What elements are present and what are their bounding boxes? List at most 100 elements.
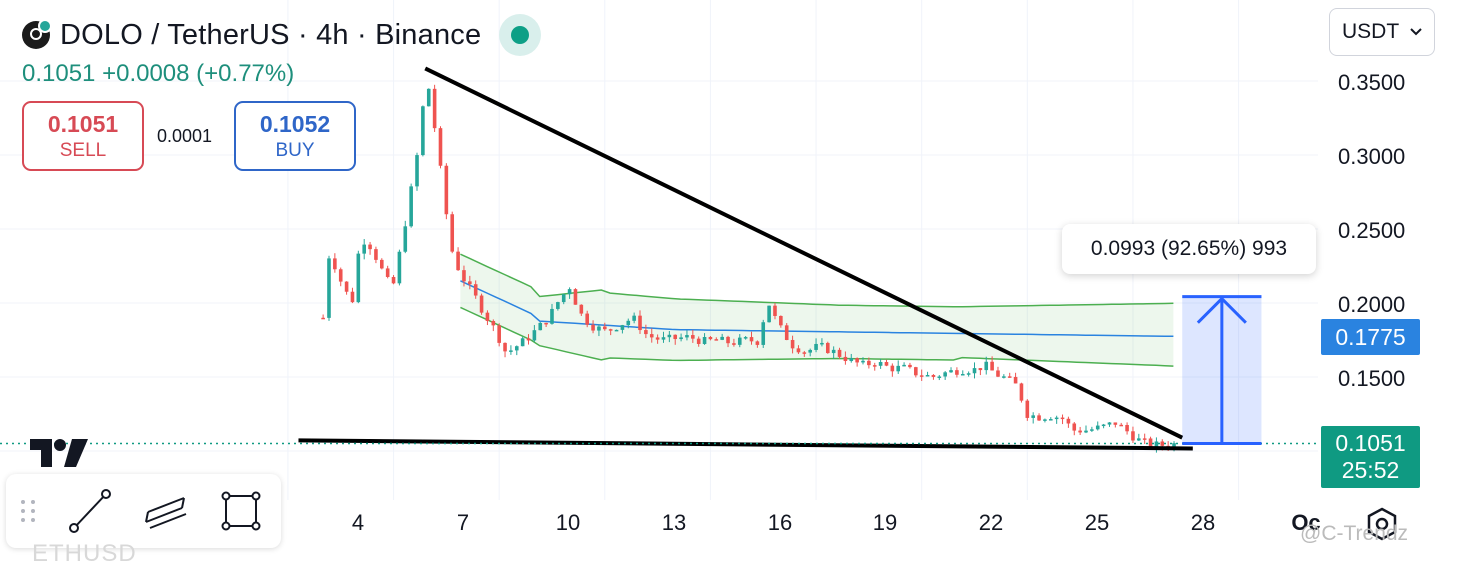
x-axis-label: 22 <box>978 510 1004 535</box>
currency-select[interactable]: USDT <box>1329 8 1435 56</box>
rectangle-tool-icon[interactable] <box>218 488 264 534</box>
candle-body <box>861 360 865 363</box>
candle-body <box>567 289 572 295</box>
drawing-layer[interactable] <box>0 66 1318 451</box>
candle-body <box>667 334 672 338</box>
x-axis-label: 19 <box>872 510 898 535</box>
moving-average-line <box>460 280 1174 338</box>
candle-body <box>1125 424 1129 432</box>
candle-body <box>726 336 730 344</box>
candle-body <box>914 367 918 376</box>
candle-body <box>908 364 912 368</box>
candle-body <box>943 372 947 377</box>
candle-body <box>673 334 678 340</box>
candle-body <box>1154 441 1159 448</box>
candle-body <box>1013 376 1018 384</box>
candle-body <box>855 358 859 363</box>
candle-body <box>884 362 889 366</box>
candle-body <box>356 253 361 303</box>
price-change: +0.0008 <box>102 60 190 87</box>
lower-trend-line <box>298 438 1193 451</box>
candle-body <box>403 226 408 252</box>
candle-body <box>1031 415 1035 418</box>
candle-body <box>761 322 766 345</box>
candle-body <box>1137 438 1141 441</box>
candle-body <box>503 342 507 352</box>
candle-body <box>1019 383 1024 401</box>
candle-body <box>462 270 466 282</box>
candle-body <box>626 320 631 326</box>
parallel-channel-icon[interactable] <box>142 488 188 534</box>
candle-body <box>638 315 642 331</box>
candle-body <box>661 337 666 340</box>
candle-body <box>849 358 854 362</box>
candle-body <box>896 365 901 372</box>
candle-body <box>579 304 584 314</box>
currency-value: USDT <box>1342 20 1400 43</box>
buy-button[interactable]: 0.1052 BUY <box>234 101 356 171</box>
sell-label: SELL <box>59 139 107 161</box>
candle-body <box>1025 400 1030 418</box>
candle-body <box>1084 430 1088 433</box>
candle-body <box>837 349 842 357</box>
trend-line-icon[interactable] <box>66 488 112 534</box>
last-price-tag: 0.1051 25:52 <box>1321 426 1420 488</box>
candle-body <box>544 322 548 325</box>
candle-body <box>327 258 331 318</box>
candle-body <box>808 349 812 353</box>
candle-body <box>708 337 713 340</box>
live-status-icon[interactable] <box>499 14 542 56</box>
candle-body <box>620 325 625 330</box>
candle-body <box>1119 424 1124 427</box>
candle-body <box>796 348 801 353</box>
candle-body <box>779 315 783 326</box>
candle-body <box>1048 419 1053 421</box>
candle-body <box>468 281 472 285</box>
buy-label: BUY <box>275 139 315 161</box>
y-axis-label: 0.2000 <box>1338 292 1406 317</box>
candle-body <box>456 251 460 271</box>
candle-body <box>520 338 525 347</box>
candle-body <box>720 336 724 340</box>
candle-body <box>773 305 777 316</box>
candle-body <box>450 214 455 252</box>
candle-body <box>714 339 719 341</box>
candle-body <box>644 330 648 335</box>
moving-average-price-tag: 0.1775 <box>1321 319 1420 355</box>
x-axis-label: 10 <box>555 510 581 535</box>
y-axis-label: 0.3500 <box>1338 70 1406 95</box>
drawing-toolbar <box>6 474 281 548</box>
candle-body <box>485 312 490 321</box>
bar-countdown: 25:52 <box>1341 457 1400 483</box>
candle-body <box>966 373 971 375</box>
candle-body <box>1060 417 1065 420</box>
candle-body <box>825 342 830 354</box>
candle-body <box>814 343 818 350</box>
candle-body <box>820 342 824 345</box>
candle-body <box>473 284 478 296</box>
settings-gear-icon[interactable] <box>1364 506 1400 542</box>
candle-body <box>491 320 496 326</box>
candle-body <box>350 291 355 303</box>
candle-body <box>685 335 689 338</box>
upper-trend-line <box>424 66 1184 440</box>
candle-body <box>691 335 695 339</box>
candle-body <box>438 128 443 166</box>
candle-body <box>843 356 848 362</box>
ghost-symbol-watermark: ETHUSD <box>32 540 137 567</box>
symbol-header: DOLO / TetherUS · 4h · Binance <box>22 14 542 56</box>
drag-handle-icon[interactable] <box>12 488 44 534</box>
candle-body <box>890 365 895 372</box>
candle-body <box>1078 430 1082 433</box>
candle-body <box>737 337 742 345</box>
symbol-title[interactable]: DOLO / TetherUS · 4h · Binance <box>60 18 482 51</box>
candle-body <box>385 268 390 277</box>
sell-button[interactable]: 0.1051 SELL <box>22 101 144 171</box>
candle-body <box>514 346 519 351</box>
candle-body <box>872 365 877 367</box>
candle-body <box>380 259 384 269</box>
candle-body <box>960 374 965 376</box>
candle-body <box>696 338 701 344</box>
last-price-tag-value: 0.1051 <box>1335 430 1406 456</box>
